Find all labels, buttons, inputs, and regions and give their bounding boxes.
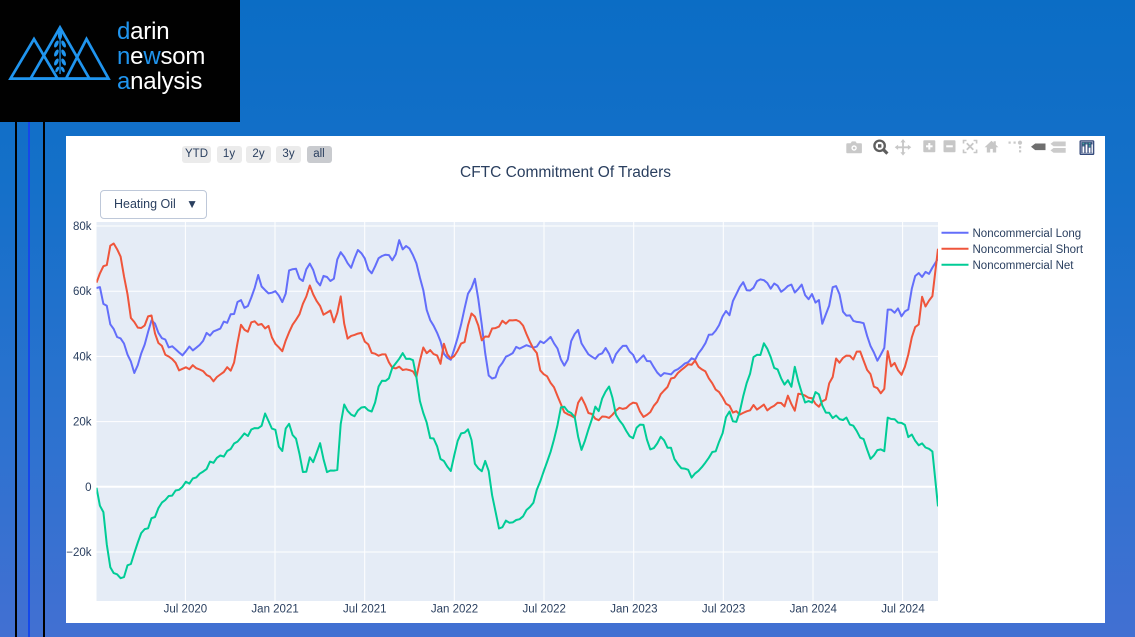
svg-text:20k: 20k xyxy=(73,417,92,429)
svg-text:Jul 2023: Jul 2023 xyxy=(702,604,745,616)
svg-text:Jul 2021: Jul 2021 xyxy=(343,604,386,616)
svg-text:Noncommercial Net: Noncommercial Net xyxy=(973,260,1075,272)
svg-text:0: 0 xyxy=(85,482,91,494)
svg-text:−20k: −20k xyxy=(66,547,92,559)
svg-text:CFTC Commitment Of Traders: CFTC Commitment Of Traders xyxy=(460,164,671,181)
svg-text:Noncommercial Long: Noncommercial Long xyxy=(973,228,1082,240)
svg-text:Jan 2023: Jan 2023 xyxy=(610,604,657,616)
svg-text:40k: 40k xyxy=(73,351,92,363)
svg-text:Jan 2022: Jan 2022 xyxy=(431,604,478,616)
svg-text:Jan 2024: Jan 2024 xyxy=(790,604,838,616)
svg-text:Jul 2020: Jul 2020 xyxy=(164,604,207,616)
svg-text:60k: 60k xyxy=(73,286,92,298)
svg-text:80k: 80k xyxy=(73,221,92,233)
svg-text:Jul 2024: Jul 2024 xyxy=(881,604,925,616)
svg-text:Jul 2022: Jul 2022 xyxy=(522,604,565,616)
svg-text:Noncommercial Short: Noncommercial Short xyxy=(973,244,1084,256)
svg-text:Jan 2021: Jan 2021 xyxy=(251,604,298,616)
